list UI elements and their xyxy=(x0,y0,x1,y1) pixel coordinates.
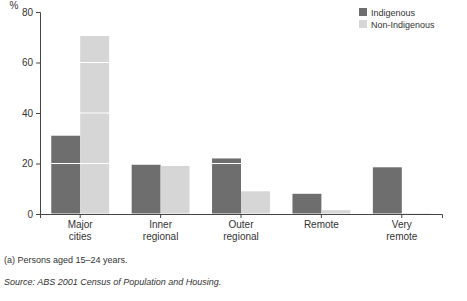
plot: 0 20 40 60 80 Majorcities Innerregional Outerre… xyxy=(22,7,443,242)
tick-mark xyxy=(401,214,402,218)
bar xyxy=(292,194,321,214)
y-axis-line xyxy=(36,13,41,215)
tick-mark xyxy=(36,12,40,13)
grid-line xyxy=(40,62,442,63)
tick-mark xyxy=(80,214,81,218)
tick-label: 0 xyxy=(27,209,33,220)
tick-label: Outerregional xyxy=(223,219,259,242)
tick-mark xyxy=(36,164,40,165)
y-axis: 0 20 40 60 80 xyxy=(22,7,41,220)
grid-line xyxy=(40,163,442,164)
tick-label: 60 xyxy=(22,57,34,68)
tick-mark xyxy=(321,214,322,218)
legend: Indigenous Non-Indigenous xyxy=(359,8,435,30)
tick-label: Veryremote xyxy=(386,219,418,242)
tick: Outerregional xyxy=(223,214,259,242)
legend-label: Non-Indigenous xyxy=(371,20,435,30)
tick: 40 xyxy=(22,108,40,119)
bar xyxy=(132,165,161,214)
annotation: Source: ABS 2001 Census of Population an… xyxy=(4,277,221,287)
tick: Remote xyxy=(304,214,339,230)
tick-mark xyxy=(36,214,40,215)
tick: 20 xyxy=(22,158,40,169)
tick-label: 40 xyxy=(22,108,34,119)
bar xyxy=(161,166,190,214)
tick-label: 80 xyxy=(22,7,34,18)
tick: Majorcities xyxy=(68,214,94,242)
tick: 60 xyxy=(22,57,40,68)
x-axis: Majorcities Innerregional Outerregional Rem… xyxy=(41,214,443,242)
tick-label: Remote xyxy=(304,219,339,230)
tick-mark xyxy=(36,113,40,114)
tick-mark xyxy=(36,63,40,64)
grid-line xyxy=(40,214,442,215)
tick-label: 20 xyxy=(22,158,34,169)
legend-swatch xyxy=(359,20,367,28)
bar xyxy=(212,158,241,214)
tick-mark xyxy=(241,214,242,218)
x-axis-line xyxy=(41,215,443,219)
grid xyxy=(40,12,442,214)
tick-label: Majorcities xyxy=(68,219,94,242)
bar xyxy=(373,167,402,214)
tick-mark xyxy=(160,214,161,218)
tick: Veryremote xyxy=(386,214,418,242)
bar xyxy=(241,191,270,214)
tick: 80 xyxy=(22,7,40,18)
tick: Innerregional xyxy=(143,214,179,242)
axis-title: % xyxy=(10,0,19,11)
legend-swatch xyxy=(359,8,367,16)
legend-item: Non-Indigenous xyxy=(359,20,435,30)
bar xyxy=(321,210,350,214)
tick: 0 xyxy=(27,209,40,220)
annotation: (a) Persons aged 15–24 years. xyxy=(4,255,128,265)
legend-label: Indigenous xyxy=(371,8,416,18)
bars xyxy=(40,12,442,214)
legend-item: Indigenous xyxy=(359,8,416,18)
bar xyxy=(51,136,80,214)
grid-line xyxy=(40,113,442,114)
tick-label: Innerregional xyxy=(143,219,179,242)
